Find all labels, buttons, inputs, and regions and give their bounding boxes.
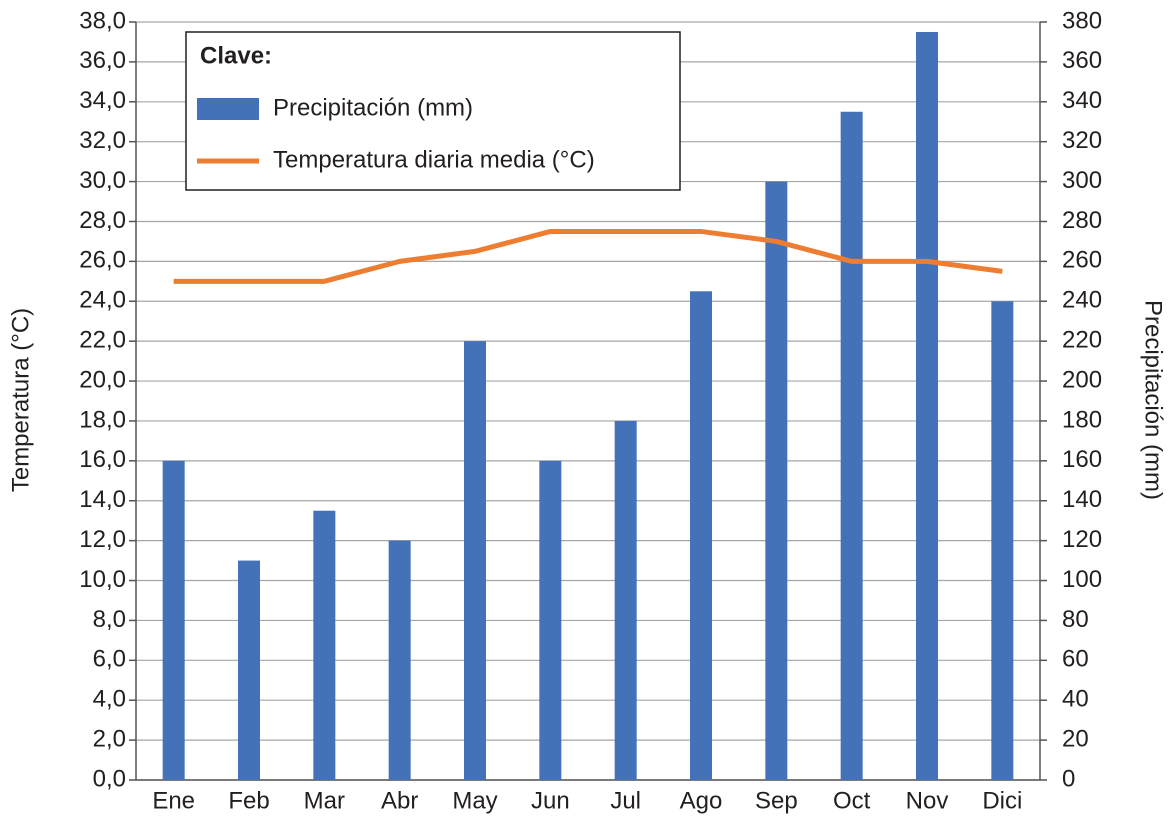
bar (765, 181, 788, 780)
x-tick-label: Jul (610, 787, 641, 814)
x-tick-label: Dici (982, 787, 1022, 814)
y-axis-title: Temperatura (°C) (7, 308, 34, 492)
y-tick-label: 24,0 (79, 287, 126, 314)
y2-axis-title: Precipitación (mm) (1140, 300, 1167, 500)
x-tick-label: Mar (304, 787, 345, 814)
x-tick-label: May (452, 787, 497, 814)
bar (539, 460, 562, 780)
y-tick-label: 26,0 (79, 247, 126, 274)
y2-tick-label: 0 (1062, 765, 1075, 792)
x-tick-label: Jun (531, 787, 570, 814)
y2-tick-label: 160 (1062, 446, 1102, 473)
y-tick-label: 10,0 (79, 566, 126, 593)
bar (388, 540, 411, 780)
bar (840, 111, 863, 780)
y2-tick-label: 180 (1062, 406, 1102, 433)
y-tick-label: 32,0 (79, 127, 126, 154)
y2-tick-label: 200 (1062, 366, 1102, 393)
y2-tick-label: 120 (1062, 526, 1102, 553)
y-tick-label: 12,0 (79, 526, 126, 553)
y2-tick-label: 360 (1062, 47, 1102, 74)
y2-tick-label: 380 (1062, 7, 1102, 34)
y2-tick-label: 260 (1062, 247, 1102, 274)
bar (238, 560, 260, 780)
x-tick-label: Feb (228, 787, 269, 814)
y-tick-label: 8,0 (93, 606, 126, 633)
y2-tick-label: 240 (1062, 287, 1102, 314)
y-tick-label: 14,0 (79, 486, 126, 513)
y-tick-label: 28,0 (79, 207, 126, 234)
y2-tick-label: 300 (1062, 167, 1102, 194)
bar (690, 291, 712, 780)
x-tick-label: Ago (680, 787, 723, 814)
y2-tick-label: 40 (1062, 686, 1089, 713)
legend-title: Clave: (200, 42, 272, 69)
x-tick-label: Oct (833, 787, 871, 814)
y2-tick-label: 220 (1062, 327, 1102, 354)
y2-tick-label: 340 (1062, 87, 1102, 114)
y-tick-label: 38,0 (79, 7, 126, 34)
y2-tick-label: 80 (1062, 606, 1089, 633)
x-tick-label: Nov (906, 787, 949, 814)
y-tick-label: 6,0 (93, 646, 126, 673)
y2-tick-label: 20 (1062, 725, 1089, 752)
y-tick-label: 0,0 (93, 765, 126, 792)
legend-box (185, 31, 681, 191)
y2-tick-label: 280 (1062, 207, 1102, 234)
y2-tick-label: 140 (1062, 486, 1102, 513)
bar (991, 301, 1014, 780)
y-tick-label: 2,0 (93, 725, 126, 752)
y-tick-label: 22,0 (79, 327, 126, 354)
y2-tick-label: 100 (1062, 566, 1102, 593)
legend-label: Precipitación (mm) (273, 94, 473, 121)
y-tick-label: 36,0 (79, 47, 126, 74)
bar (916, 31, 938, 780)
y2-tick-label: 320 (1062, 127, 1102, 154)
legend: Clave:Precipitación (mm) Temperatura diar… (185, 31, 681, 191)
bar (313, 510, 336, 780)
y-tick-label: 18,0 (79, 406, 126, 433)
y-tick-label: 4,0 (93, 686, 126, 713)
legend-swatch (197, 98, 259, 120)
y-tick-label: 34,0 (79, 87, 126, 114)
temperature-line (173, 228, 1003, 284)
bar (464, 341, 486, 780)
y-tick-label: 16,0 (79, 446, 126, 473)
x-tick-label: Ene (152, 787, 195, 814)
y-tick-label: 20,0 (79, 366, 126, 393)
legend-label: Temperatura diaria media (°C) (273, 146, 595, 173)
y-tick-label: 30,0 (79, 167, 126, 194)
y2-tick-label: 60 (1062, 646, 1089, 673)
x-tick-label: Sep (755, 787, 798, 814)
bar (614, 420, 637, 780)
bar (162, 460, 185, 780)
x-tick-label: Abr (381, 787, 418, 814)
